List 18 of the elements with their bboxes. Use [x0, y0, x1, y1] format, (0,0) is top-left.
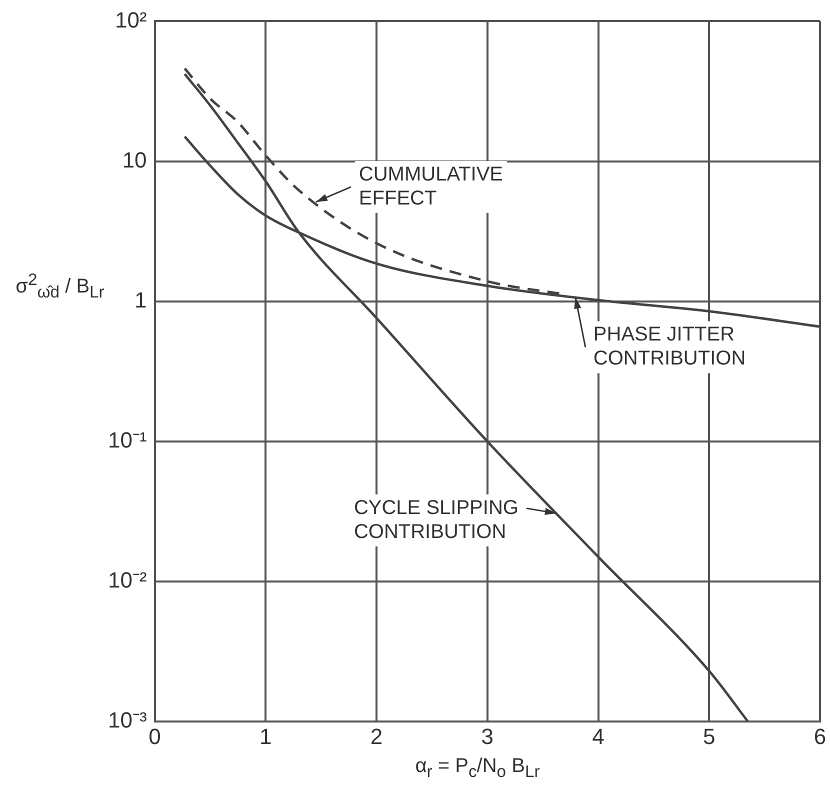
x-axis-title: α$_{r}$ = P$_{c}$/N$_{o}$ B$_{Lr}$	[414, 755, 541, 782]
x-tick-label: 1	[260, 724, 272, 749]
x-tick-label: 4	[592, 724, 604, 749]
y-tick-label: 10⁻³	[108, 708, 147, 733]
y-tick-label: 1	[134, 287, 147, 312]
y-tick-label: 10⁻²	[108, 568, 147, 593]
y-axis-title: σ$^{2}$$_{ω̂d}$ / B$_{Lr}$	[14, 270, 106, 303]
x-tick-label: 0	[148, 724, 161, 749]
y-tick-label: 10⁻¹	[108, 428, 147, 453]
x-tick-label: 5	[703, 724, 716, 749]
x-tick-label: 3	[481, 724, 494, 749]
y-tick-label: 10²	[115, 7, 147, 32]
x-tick-label: 6	[814, 724, 826, 749]
series-label: CUMMULATIVE EFFECT	[358, 163, 504, 210]
y-tick-label: 10	[122, 147, 147, 172]
series-label: CYCLE SLIPPING CONTRIBUTION	[354, 496, 518, 543]
series-label: PHASE JITTER CONTRIBUTION	[593, 324, 746, 370]
x-tick-label: 2	[370, 724, 383, 749]
